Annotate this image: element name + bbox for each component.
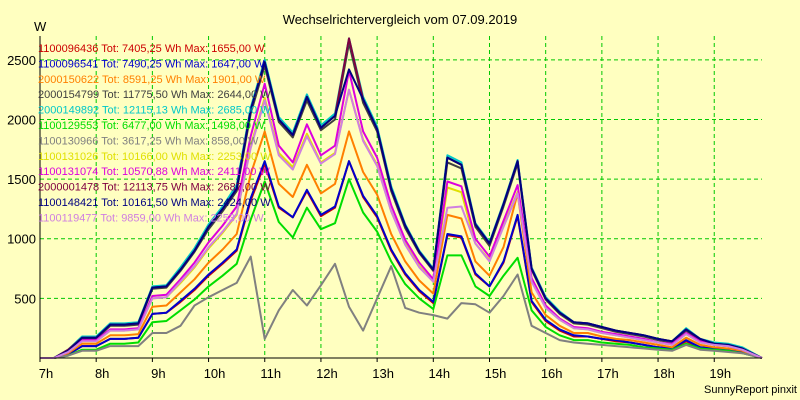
x-tick-label: 10h	[204, 366, 226, 381]
legend-entry-12: 1100119477 Tot: 9859,00 Wh Max: 2253,00 …	[38, 212, 264, 224]
x-tick-label: 9h	[151, 366, 165, 381]
series-line-11	[40, 61, 763, 359]
legend-entry-11: 1100148421 Tot: 10161,50 Wh Max: 2424,00…	[38, 197, 271, 209]
tick-labels: 500 1000 1500 2000 2500 7h 8h 9h 10h 11h 12h 13h 14h…	[7, 53, 731, 381]
y-tick-label: 1500	[7, 172, 36, 187]
footer-credit: SunnyReport pinxit	[704, 384, 797, 396]
series-line-9	[40, 69, 763, 359]
x-tick-label: 17h	[597, 366, 619, 381]
x-tick-label: 19h	[709, 366, 731, 381]
legend-entry-3: 2000150622 Tot: 8591,25 Wh Max: 1901,00 …	[38, 74, 266, 86]
y-tick-label: 500	[14, 291, 36, 306]
y-tick-label: 1000	[7, 232, 36, 247]
series-line-6	[40, 178, 763, 359]
y-tick-label: 2500	[7, 53, 36, 68]
x-tick-label: 18h	[653, 366, 675, 381]
x-tick-label: 15h	[485, 366, 507, 381]
legend-entry-7: 1100130966 Tot: 3617,25 Wh Max: 858,00 W	[38, 135, 259, 147]
series-lines	[40, 37, 763, 359]
x-tick-label: 14h	[428, 366, 450, 381]
legend-entry-8: 1100131026 Tot: 10166,00 Wh Max: 2253,00…	[38, 151, 271, 163]
legend-entry-10: 2000001478 Tot: 12113,75 Wh Max: 2687,00…	[38, 182, 271, 194]
x-tick-label: 13h	[372, 366, 394, 381]
legend-entry-9: 1100131074 Tot: 10570,88 Wh Max: 2411,00…	[38, 166, 270, 178]
legend-entry-6: 1100129553 Tot: 6477,00 Wh Max: 1498,00 …	[38, 120, 265, 132]
legend-entry-4: 2000154799 Tot: 11775,50 Wh Max: 2644,00…	[38, 89, 271, 101]
y-tick-label: 2000	[7, 112, 36, 127]
axes	[39, 36, 762, 359]
series-line-3	[40, 130, 763, 359]
series-line-12	[40, 88, 763, 359]
x-tick-label: 16h	[541, 366, 563, 381]
legend-entry-1: 1100096436 Tot: 7405,25 Wh Max: 1655,00 …	[38, 43, 265, 55]
series-line-7	[40, 255, 763, 359]
chart-title: Wechselrichtervergleich vom 07.09.2019	[283, 12, 518, 27]
legend: 1100096436 Tot: 7405,25 Wh Max: 1655,00 …	[38, 43, 271, 224]
legend-entry-2: 1100096541 Tot: 7490,25 Wh Max: 1647,00 …	[38, 58, 265, 70]
x-tick-label: 7h	[39, 366, 53, 381]
y-axis-unit: W	[34, 19, 47, 34]
x-tick-label: 12h	[316, 366, 338, 381]
x-tick-label: 8h	[95, 366, 109, 381]
x-tick-label: 11h	[260, 366, 281, 381]
series-line-2	[40, 160, 763, 359]
legend-entry-5: 2000149892 Tot: 12115,13 Wh Max: 2685,00…	[38, 105, 271, 117]
